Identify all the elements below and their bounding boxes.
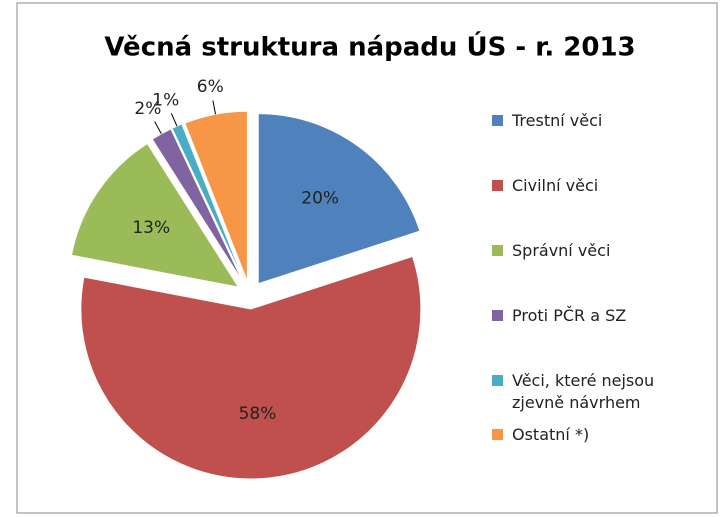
legend-item: Věci, které nejsou zjevně návrhem (492, 370, 702, 414)
pie-slice (257, 113, 421, 285)
legend-item: Civilní věci (492, 175, 702, 197)
legend-swatch (492, 115, 503, 126)
legend-swatch (492, 375, 503, 386)
legend-swatch (492, 429, 503, 440)
pie-slice (70, 142, 240, 288)
legend-label: Správní věci (512, 241, 611, 260)
legend-label: Ostatní *) (512, 425, 590, 444)
data-label: 58% (239, 404, 277, 424)
data-label: 6% (197, 77, 224, 97)
leader-line (154, 121, 162, 135)
legend-item: Proti PČR a SZ (492, 305, 702, 327)
pie-slice (80, 255, 422, 480)
legend-item: Správní věci (492, 240, 702, 262)
legend-label: Trestní věci (512, 111, 603, 130)
legend-item: Trestní věci (492, 110, 702, 132)
legend-swatch (492, 245, 503, 256)
legend-swatch (492, 180, 503, 191)
data-label: 20% (301, 188, 339, 208)
leader-line (212, 100, 217, 115)
legend-label: Proti PČR a SZ (512, 306, 627, 325)
data-label: 2% (134, 99, 161, 119)
data-label: 13% (132, 218, 170, 238)
legend-label: Civilní věci (512, 176, 599, 195)
data-label: 1% (152, 90, 179, 110)
pie-slice (151, 128, 244, 283)
legend-label: Věci, které nejsou zjevně návrhem (512, 371, 655, 412)
leader-line (170, 113, 178, 127)
legend-item: Ostatní *) (492, 424, 702, 446)
chart-title: Věcná struktura nápadu ÚS - r. 2013 (104, 31, 635, 63)
legend-swatch (492, 310, 503, 321)
legend: Trestní věci Civilní věci Správní věci Prot… (492, 110, 702, 489)
